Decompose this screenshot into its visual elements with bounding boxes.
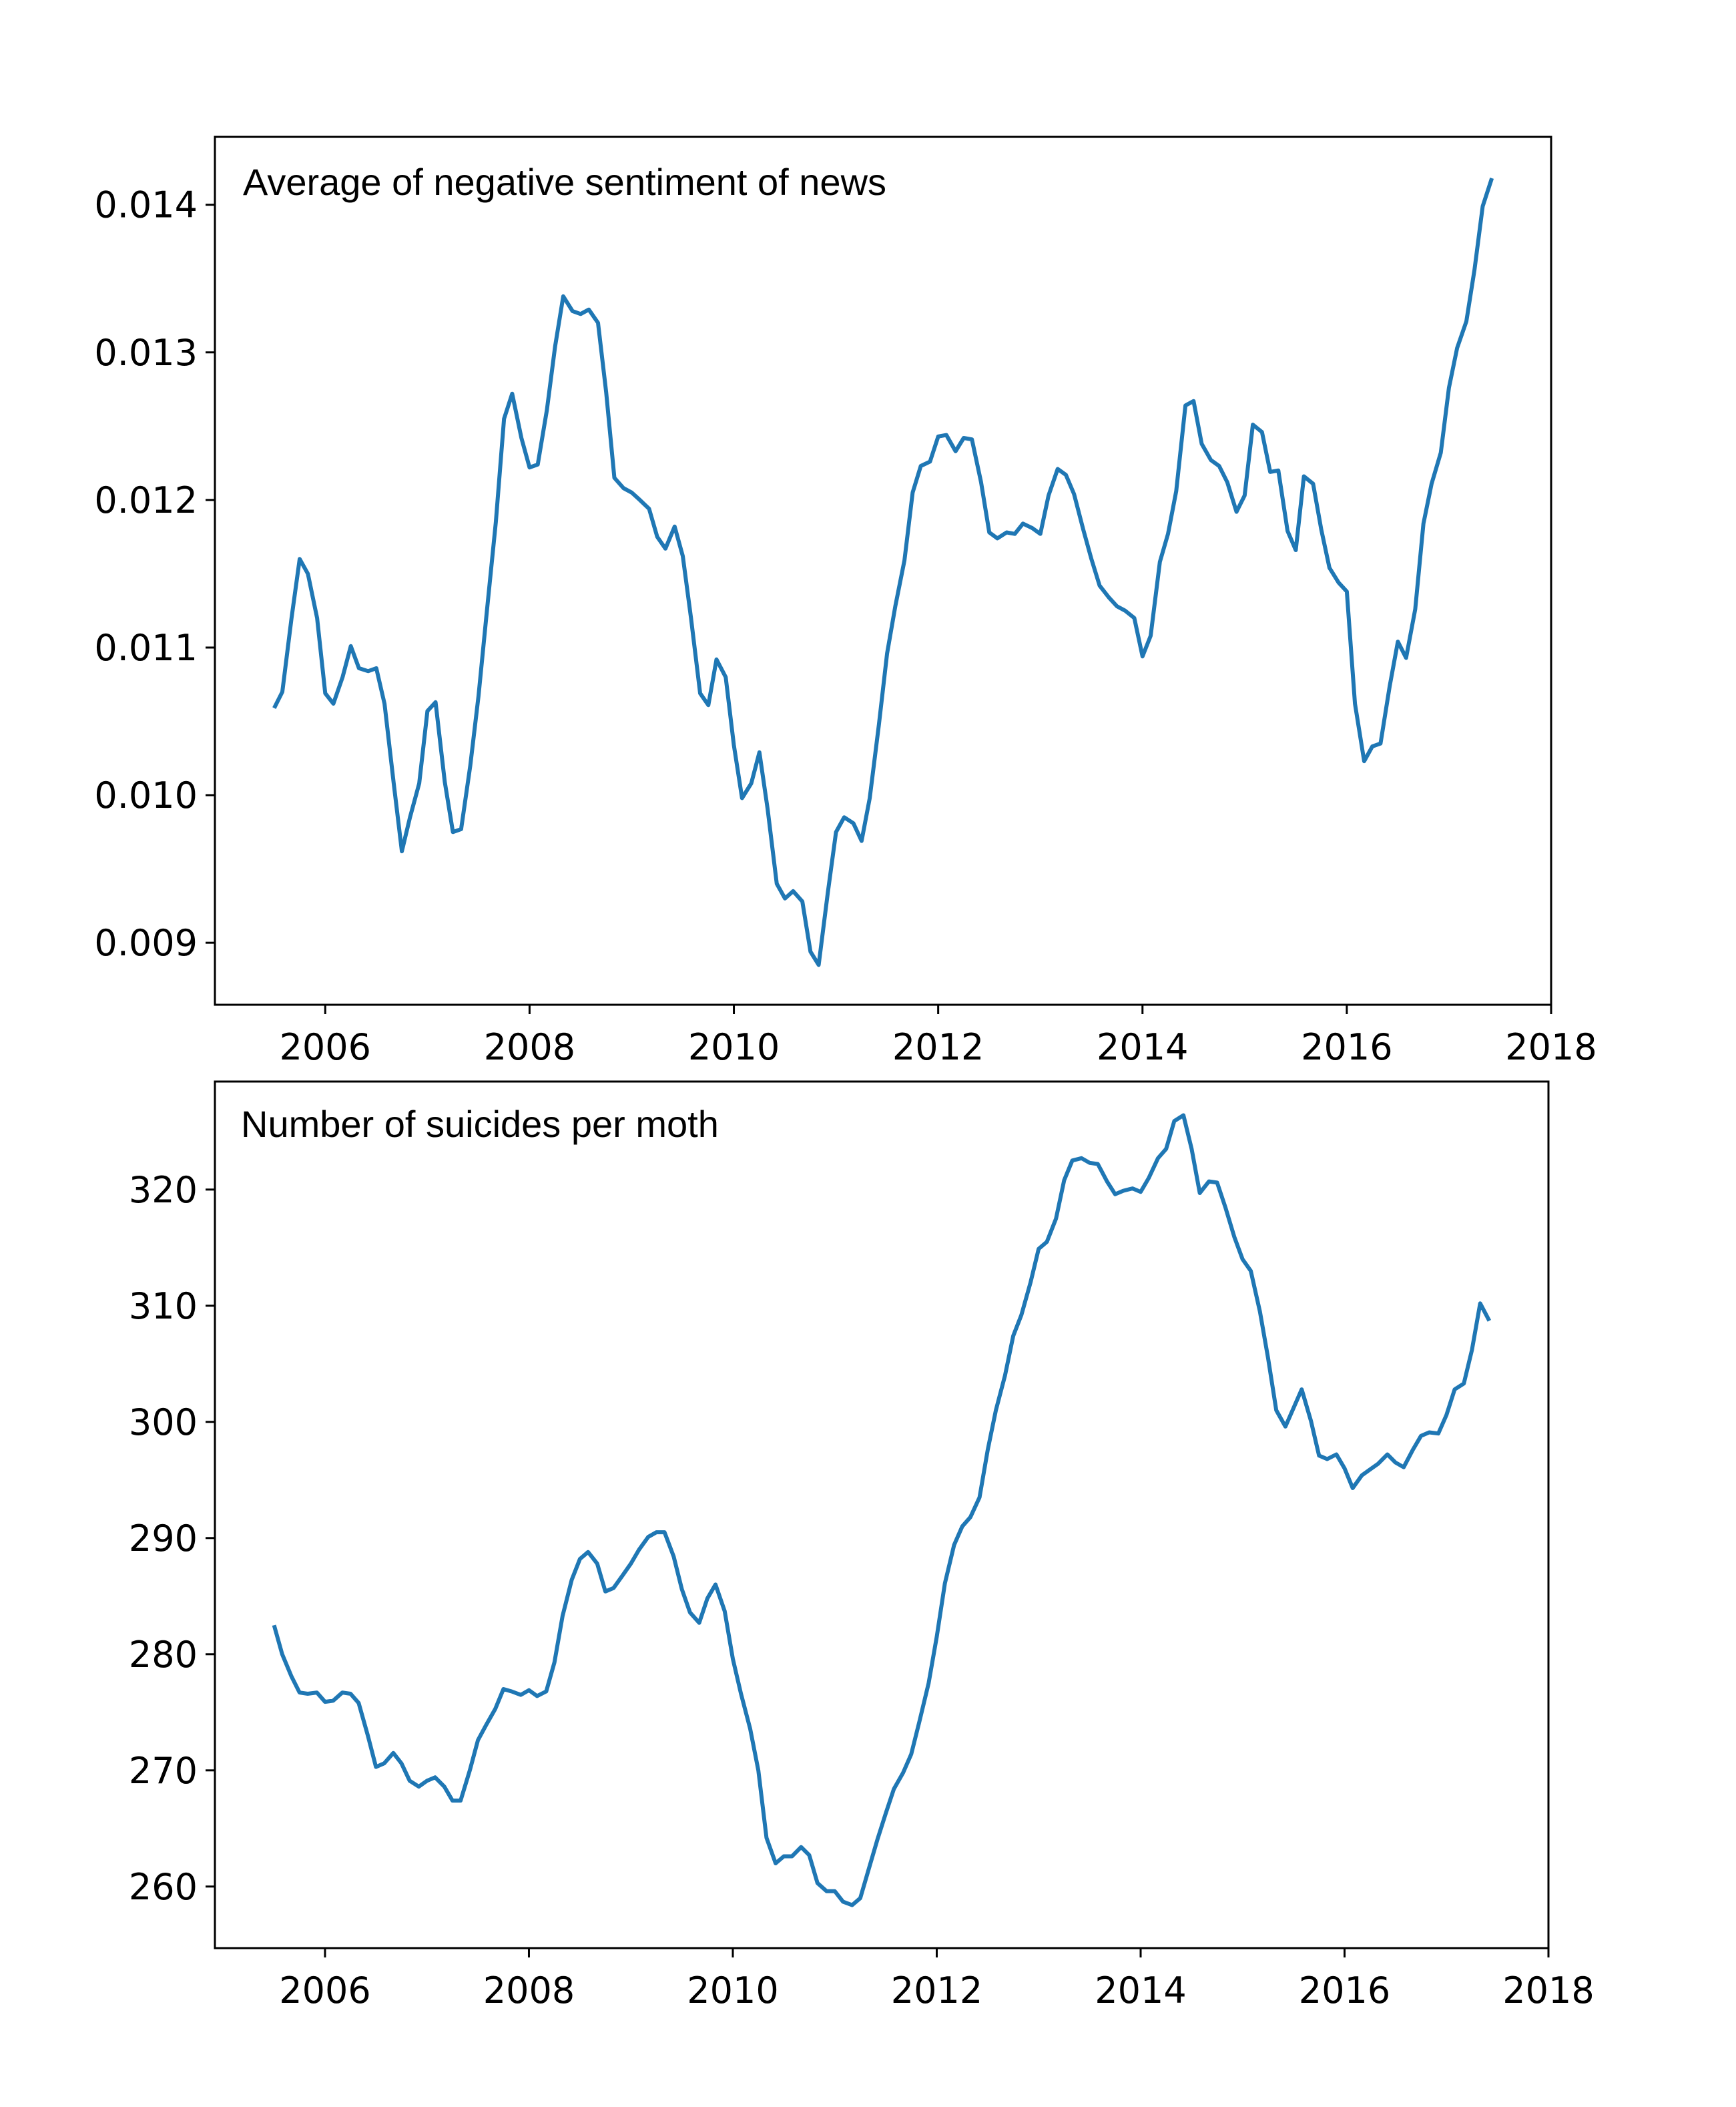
suicides-y-tick-label: 320	[129, 1169, 198, 1211]
suicides-y-tick-label: 300	[129, 1401, 198, 1443]
suicides-chart-title: Number of suicides per moth	[241, 1103, 719, 1145]
sentiment-x-tick-label: 2008	[484, 1026, 575, 1068]
suicides-y-tick-label: 260	[129, 1866, 198, 1908]
suicides-x-tick-label: 2014	[1095, 1969, 1186, 2012]
suicides-x-axis: 2006 2008 2010 2012 2014 2016 2018	[279, 1948, 1595, 2012]
sentiment-y-tick-label: 0.009	[94, 922, 198, 964]
sentiment-x-tick-label: 2016	[1301, 1026, 1392, 1068]
sentiment-x-tick-label: 2012	[892, 1026, 984, 1068]
suicides-y-tick-label: 270	[129, 1750, 198, 1792]
suicides-x-tick-label: 2006	[279, 1969, 370, 2012]
sentiment-y-tick-label: 0.010	[94, 774, 198, 816]
sentiment-x-tick-label: 2010	[688, 1026, 780, 1068]
sentiment-x-tick-label: 2014	[1097, 1026, 1188, 1068]
sentiment-x-tick-label: 2006	[280, 1026, 371, 1068]
sentiment-y-tick-label: 0.011	[94, 627, 198, 669]
suicides-y-tick-label: 310	[129, 1285, 198, 1327]
suicides-x-tick-label: 2012	[891, 1969, 982, 2012]
sentiment-y-tick-label: 0.014	[94, 184, 198, 226]
sentiment-series-line	[272, 177, 1494, 967]
sentiment-chart: Average of negative sentiment of news 0.…	[94, 136, 1597, 1068]
suicides-chart: Number of suicides per moth 260 270 280 290…	[129, 1080, 1595, 2012]
sentiment-plot-frame	[214, 136, 1552, 1006]
sentiment-y-tick-label: 0.013	[94, 332, 198, 374]
suicides-y-tick-label: 290	[129, 1517, 198, 1560]
suicides-x-tick-label: 2018	[1502, 1969, 1594, 2012]
sentiment-y-axis: 0.009 0.010 0.011 0.012 0.013 0.014	[94, 184, 215, 964]
suicides-y-tick-label: 280	[129, 1634, 198, 1676]
suicides-x-tick-label: 2010	[687, 1969, 778, 2012]
sentiment-series	[272, 177, 1494, 967]
suicides-x-tick-label: 2016	[1299, 1969, 1390, 2012]
sentiment-x-axis: 2006 2008 2010 2012 2014 2016 2018	[280, 1005, 1597, 1068]
suicides-plot-frame	[214, 1080, 1550, 1949]
suicides-y-axis: 260 270 280 290 300 310 320	[129, 1169, 215, 1908]
sentiment-chart-title: Average of negative sentiment of news	[243, 161, 886, 203]
suicides-series	[272, 1113, 1492, 1907]
suicides-series-line	[272, 1113, 1492, 1907]
sentiment-y-tick-label: 0.012	[94, 479, 198, 521]
sentiment-x-tick-label: 2018	[1505, 1026, 1597, 1068]
suicides-x-tick-label: 2008	[483, 1969, 575, 2012]
